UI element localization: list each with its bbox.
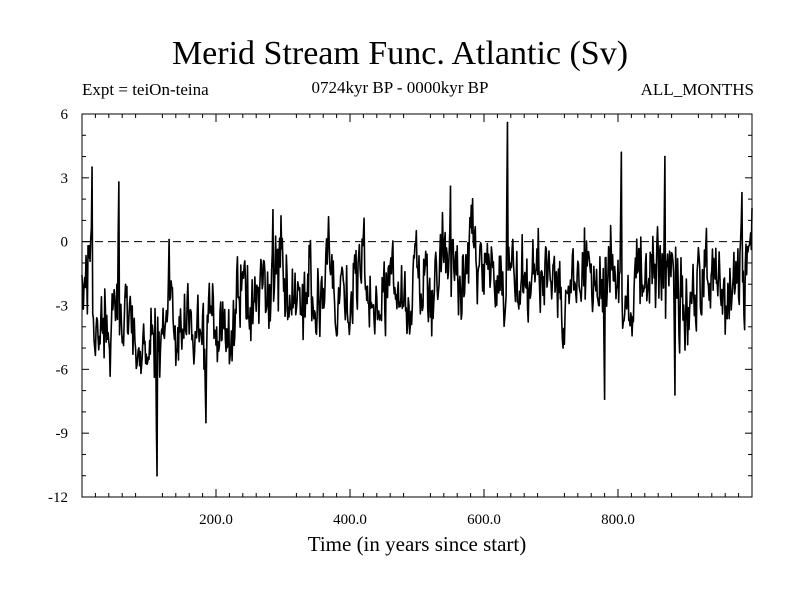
time-range-label: 0724kyr BP - 0000kyr BP — [311, 78, 489, 97]
y-tick-label: -12 — [48, 490, 68, 506]
series-extreme-point — [272, 208, 274, 211]
series-extreme-point — [674, 394, 676, 396]
series-extreme-point — [156, 474, 158, 477]
series-extreme-point — [664, 155, 666, 158]
series-extreme-point — [620, 151, 623, 154]
y-tick-label: 6 — [61, 107, 69, 123]
series-extreme-point — [118, 181, 120, 183]
x-tick-label: 800.0 — [601, 512, 635, 528]
chart-title: Merid Stream Func. Atlantic (Sv) — [171, 35, 629, 72]
series-extreme-point — [449, 185, 452, 188]
y-tick-label: 3 — [61, 171, 69, 187]
x-tick-label: 400.0 — [333, 512, 367, 528]
series-layer — [81, 121, 753, 477]
series-extreme-point — [91, 166, 93, 168]
y-tick-label: -9 — [56, 426, 69, 442]
series-line — [81, 121, 753, 477]
series-extreme-point — [506, 121, 509, 124]
series-extreme-point — [168, 238, 170, 241]
y-tick-label: -3 — [56, 299, 69, 315]
series-extreme-point — [205, 421, 207, 424]
x-tick-label: 200.0 — [199, 512, 233, 528]
series-extreme-point — [741, 191, 743, 194]
y-tick-label: 0 — [61, 235, 69, 251]
ticks-layer: 6 3 0 -3 -6 -9 -12 200.0 400.0 600.0 800.0 — [48, 107, 752, 528]
months-label: ALL_MONTHS — [640, 80, 754, 99]
series-extreme-point — [603, 398, 606, 400]
x-axis-label: Time (in years since start) — [307, 532, 527, 556]
experiment-label: Expt = teiOn-teina — [82, 80, 209, 99]
plot-frame — [81, 113, 753, 498]
y-tick-label: -6 — [56, 362, 69, 378]
x-tick-label: 600.0 — [467, 512, 501, 528]
